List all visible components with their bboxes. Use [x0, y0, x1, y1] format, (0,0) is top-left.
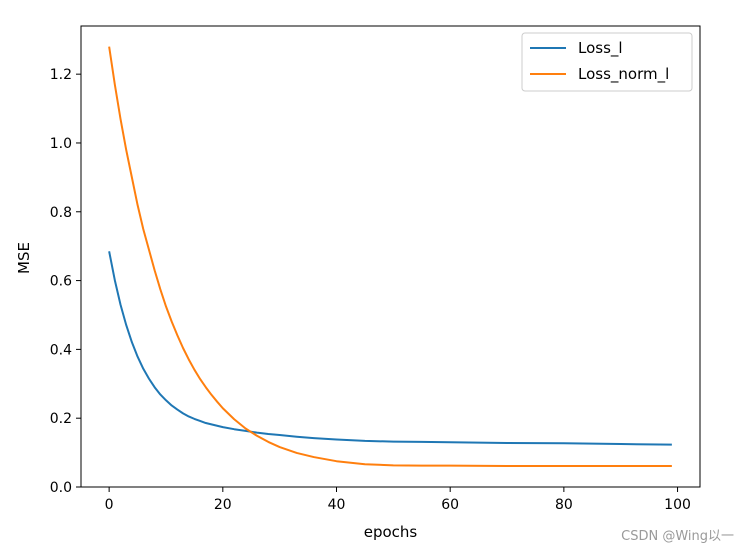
series-line-2	[108, 46, 672, 468]
y-tick-label: 0.8	[50, 205, 72, 221]
y-tick-label: 1.2	[50, 67, 72, 83]
x-tick-label: 20	[214, 497, 232, 513]
plot-area	[108, 46, 672, 468]
y-axis-label: MSE	[15, 242, 33, 274]
x-tick-label: 0	[105, 497, 114, 513]
x-tick-label: 100	[664, 497, 691, 513]
y-tick-label: 1.0	[50, 136, 72, 152]
x-axis: 0 20 40 60 80 100	[105, 487, 691, 513]
y-tick-label: 0.6	[50, 274, 72, 290]
y-tick-label: 0.2	[50, 411, 72, 427]
watermark: CSDN @Wing以一	[621, 529, 734, 544]
legend: Loss_l Loss_norm_l	[521, 32, 693, 92]
legend-label-1: Loss_l	[578, 39, 623, 58]
y-tick-label: 0.4	[50, 342, 72, 358]
y-axis: 0.0 0.2 0.4 0.6 0.8 1.0 1.2	[50, 67, 81, 496]
legend-label-2: Loss_norm_l	[578, 65, 669, 84]
y-tick-label: 0.0	[50, 480, 72, 496]
x-tick-label: 60	[441, 497, 459, 513]
x-axis-label: epochs	[364, 523, 418, 541]
x-tick-label: 80	[555, 497, 573, 513]
x-tick-label: 40	[328, 497, 346, 513]
series-line-1	[108, 251, 672, 446]
plot-frame	[80, 25, 701, 488]
